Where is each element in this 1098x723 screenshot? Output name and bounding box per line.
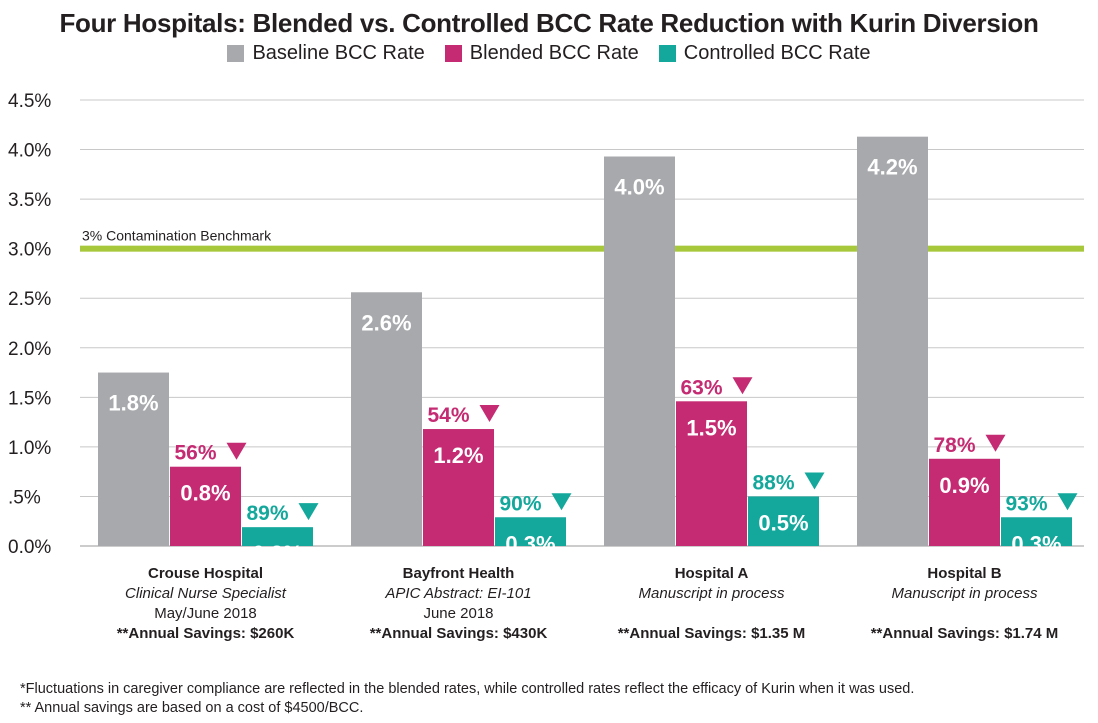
reduction-label: 90% [499, 492, 541, 515]
bar-value-label: 0.2% [252, 541, 302, 560]
bar [170, 466, 241, 546]
legend: Baseline BCC Rate Blended BCC Rate Control… [0, 42, 1098, 65]
y-tick-label: 2.0% [8, 339, 51, 360]
reduction-label: 63% [680, 376, 722, 399]
y-tick-label: .5% [8, 487, 41, 508]
bar [495, 517, 566, 546]
bar [1001, 517, 1072, 546]
footnote-savings: ** Annual savings are based on a cost of… [20, 700, 364, 716]
reduction-label: 93% [1005, 492, 1047, 515]
category-name: Crouse Hospital [147, 565, 264, 582]
category-label: Crouse Hospital Clinical Nurse Specialist… [76, 564, 336, 644]
category-date: June 2018 [423, 605, 494, 622]
legend-label: Baseline BCC Rate [252, 42, 425, 64]
spacer [582, 604, 842, 624]
down-triangle-icon [551, 493, 572, 511]
chart-title: Four Hospitals: Blended vs. Controlled B… [59, 8, 1039, 38]
y-tick-label: 4.5% [8, 91, 51, 112]
bar [604, 156, 675, 546]
category-note: Manuscript in process [638, 585, 785, 602]
down-triangle-icon [804, 472, 825, 490]
bar-value-label: 4.2% [867, 155, 917, 180]
reduction-label: 88% [752, 471, 794, 494]
legend-item-3: Controlled BCC Rate [658, 42, 871, 65]
bar-value-label: 1.5% [686, 415, 736, 440]
bar-value-label: 2.6% [361, 310, 411, 335]
category-date: May/June 2018 [154, 605, 257, 622]
legend-swatch [444, 45, 462, 62]
y-tick-label: 2.5% [8, 289, 51, 310]
category-savings: **Annual Savings: $1.74 M [870, 625, 1059, 642]
bar-chart: 4.5% 4.0% 3.5% 3.0% 2.5% 2.0% 1.5% 1.0% .5% 0.0% 3… [8, 91, 1084, 560]
y-tick-label: 1.5% [8, 388, 51, 409]
category-note: Manuscript in process [891, 585, 1038, 602]
category-note: APIC Abstract: EI-101 [385, 585, 532, 602]
bar-value-label: 0.8% [180, 481, 230, 506]
bar [929, 458, 1000, 546]
y-tick-label: 3.5% [8, 190, 51, 211]
bar [676, 401, 747, 546]
y-tick-label: 3.0% [8, 240, 51, 261]
category-name: Bayfront Health [402, 565, 515, 582]
legend-item-1: Baseline BCC Rate [227, 42, 425, 65]
legend-label: Blended BCC Rate [469, 42, 639, 64]
bar-value-label: 0.3% [505, 531, 555, 556]
bar-value-label: 4.0% [614, 174, 664, 199]
footnotes: *Fluctuations in caregiver compliance ar… [20, 680, 914, 718]
down-triangle-icon [1057, 493, 1078, 511]
y-tick-label: 0.0% [8, 537, 51, 558]
category-label: Hospital A Manuscript in process **Annual… [582, 564, 842, 644]
bar-value-label: 1.2% [433, 443, 483, 468]
bar-value-label: 0.5% [758, 510, 808, 535]
category-label: Hospital B Manuscript in process **Annual… [835, 564, 1095, 644]
bar-value-label: 1.8% [108, 391, 158, 416]
legend-label: Controlled BCC Rate [683, 42, 871, 64]
legend-swatch [227, 45, 245, 62]
legend-swatch [658, 45, 676, 62]
spacer [835, 604, 1095, 624]
y-tick-label: 1.0% [8, 438, 51, 459]
bar [351, 292, 422, 546]
legend-item-2: Blended BCC Rate [444, 42, 639, 65]
down-triangle-icon [298, 503, 319, 521]
category-note: Clinical Nurse Specialist [125, 585, 286, 602]
bar-value-label: 0.3% [1011, 531, 1061, 556]
down-triangle-icon [985, 434, 1006, 452]
category-savings: **Annual Savings: $260K [116, 625, 295, 642]
y-tick-label: 4.0% [8, 141, 51, 162]
reduction-label: 56% [174, 442, 216, 465]
benchmark-label: 3% Contamination Benchmark [82, 228, 272, 244]
category-label: Bayfront Health APIC Abstract: EI-101 June… [329, 564, 589, 644]
category-savings: **Annual Savings: $1.35 M [617, 625, 806, 642]
down-triangle-icon [226, 442, 247, 460]
category-savings: **Annual Savings: $430K [369, 625, 548, 642]
category-name: Hospital B [927, 565, 1002, 582]
footnote-compliance: *Fluctuations in caregiver compliance ar… [20, 681, 915, 697]
bar-value-label: 0.9% [939, 473, 989, 498]
reduction-label: 54% [427, 404, 469, 427]
bar [98, 372, 169, 546]
category-name: Hospital A [674, 565, 749, 582]
down-triangle-icon [732, 377, 753, 395]
reduction-label: 78% [933, 434, 975, 457]
benchmark-line [80, 245, 1084, 252]
bar [242, 527, 313, 546]
bar [423, 429, 494, 546]
bar [857, 136, 928, 546]
down-triangle-icon [479, 405, 500, 423]
reduction-label: 89% [246, 502, 288, 525]
bar [748, 496, 819, 546]
